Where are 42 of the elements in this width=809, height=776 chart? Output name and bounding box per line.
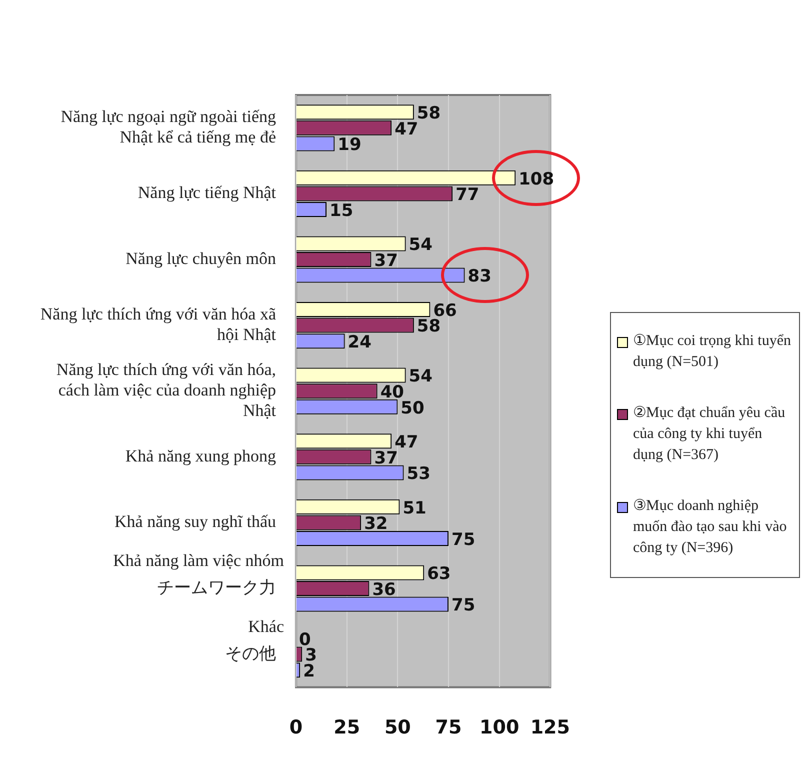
x-tick-label: 50 xyxy=(384,716,411,739)
data-label: 83 xyxy=(468,266,492,287)
y-tick-label: Năng lực tiếng Nhật xyxy=(138,183,276,202)
x-tick-label: 100 xyxy=(480,716,520,739)
data-label: 36 xyxy=(372,580,396,600)
y-tick-label: その他 xyxy=(225,644,276,663)
data-label: 75 xyxy=(452,530,476,550)
data-label: 53 xyxy=(406,464,430,484)
legend-label: ③Mục doanh nghiệp muốn đào tạo sau khi vào công ty (N=396) xyxy=(633,497,788,558)
data-label: 58 xyxy=(416,316,441,337)
y-tick-label: Khả năng suy nghĩ thấu xyxy=(114,512,276,532)
y-tick-label: Năng lực chuyên môn xyxy=(126,248,276,268)
y-tick-label: Năng lực thích ứng với văn hóa, cách làm việc của doanh nghiệp Nhật xyxy=(56,360,276,420)
data-label: 47 xyxy=(394,119,418,140)
x-tick-label: 75 xyxy=(435,716,462,739)
data-label: 37 xyxy=(374,250,398,271)
data-label: 32 xyxy=(364,514,388,534)
data-label: 50 xyxy=(400,398,424,418)
x-tick-label: 25 xyxy=(334,716,360,739)
x-tick-label: 0 xyxy=(289,716,303,739)
legend-label: ②Mục đạt chuẩn yêu cầu của công ty khi tuyển dụng (N=367) xyxy=(633,404,786,465)
data-label: 51 xyxy=(402,498,426,518)
legend-label: ①Mục coi trọng khi tuyển dụng (N=501) xyxy=(633,332,792,372)
y-tick-label: Khả năng xung phong xyxy=(125,446,276,466)
x-tick-label: 125 xyxy=(530,716,570,739)
y-tick-label: チームワーク力 xyxy=(157,578,276,597)
data-label: 58 xyxy=(416,104,441,124)
y-tick-label: Năng lực thích ứng với văn hóa xã hội Nhật xyxy=(40,304,276,344)
data-label: 19 xyxy=(338,135,362,156)
data-label: 2 xyxy=(303,662,315,682)
data-label: 24 xyxy=(348,332,372,353)
y-tick-label: Năng lực ngoại ngữ ngoài tiếng Nhật kể cả tiếng mẹ đẻ xyxy=(60,107,276,147)
data-label: 75 xyxy=(452,596,476,616)
data-label: 63 xyxy=(427,564,451,584)
text: Khả năng làm việc nhóm xyxy=(113,551,284,570)
data-label: 108 xyxy=(518,169,554,190)
data-label: 15 xyxy=(330,200,354,221)
data-label: 77 xyxy=(456,185,480,206)
data-label: 37 xyxy=(374,448,398,468)
text: Khác xyxy=(248,616,284,636)
data-label: 54 xyxy=(408,235,433,256)
data-label: 54 xyxy=(408,366,433,387)
